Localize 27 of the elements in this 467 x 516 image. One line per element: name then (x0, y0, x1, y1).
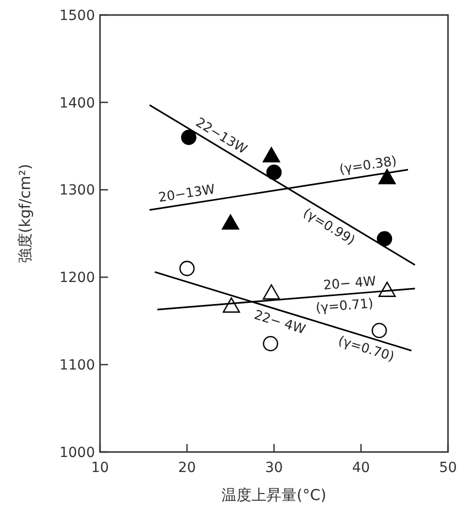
x-tick-label: 10 (91, 460, 109, 476)
y-tick-label: 1200 (59, 270, 95, 286)
point (262, 336, 278, 352)
point (222, 297, 240, 313)
annotation: (γ=0.38) (338, 154, 398, 178)
x-tick-label: 30 (265, 460, 283, 476)
y-tick-label: 1000 (59, 444, 95, 461)
point (179, 260, 195, 276)
y-tick-label: 1300 (59, 182, 95, 199)
annotation: (γ=0.71) (315, 296, 374, 316)
x-axis-title: 温度上昇量(°C) (222, 486, 326, 504)
y-tick-label: 1100 (59, 358, 95, 374)
y-axis-title: 強度(kgf/cm²) (16, 164, 34, 264)
point (266, 164, 282, 180)
y-tick-label: 1500 (59, 8, 95, 24)
point (262, 284, 280, 300)
text: 22− 4W (252, 308, 308, 338)
x-tick-label: 20 (178, 460, 196, 476)
point (222, 214, 240, 230)
point (181, 130, 196, 146)
point (262, 147, 280, 162)
series-label: 20− 4W (322, 274, 377, 294)
x-tick-label: 50 (439, 460, 457, 476)
x-tick-label: 40 (352, 460, 370, 476)
text: 20−13W (158, 182, 216, 206)
point (376, 231, 392, 246)
y-tick-label: 1400 (59, 95, 95, 112)
